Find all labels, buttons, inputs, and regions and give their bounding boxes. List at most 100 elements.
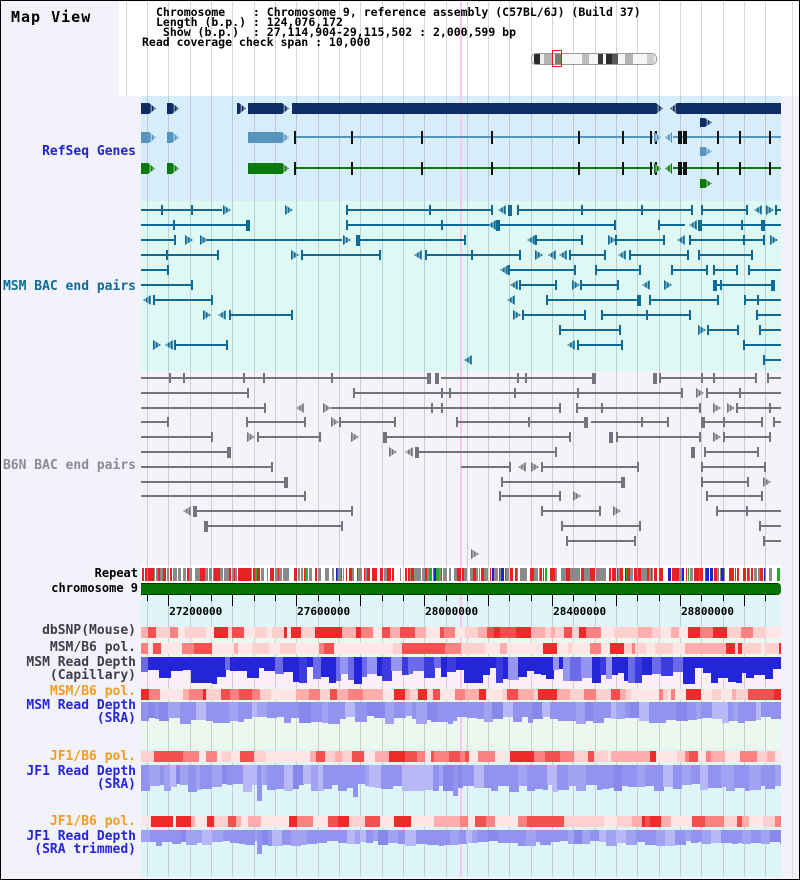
msm-bac-end-block[interactable]: [496, 220, 500, 231]
msm-bac-pair-segment[interactable]: [595, 269, 641, 271]
gene-box[interactable]: [237, 103, 239, 114]
b6n-bac-pair-segment[interactable]: [456, 421, 586, 423]
msm-bac-end-arrow-icon[interactable]: [223, 205, 231, 215]
b6n-bac-pair-segment[interactable]: [141, 436, 213, 438]
b6n-bac-pair-segment[interactable]: [736, 407, 781, 409]
msm-bac-end-arrow-icon[interactable]: [498, 205, 506, 215]
b6n-bac-pair-segment[interactable]: [461, 466, 511, 468]
b6n-bac-pair-segment[interactable]: [701, 481, 749, 483]
msm-bac-pair-segment[interactable]: [301, 254, 381, 256]
msm-bac-end-arrow-icon[interactable]: [143, 295, 151, 305]
msm-bac-pair-segment[interactable]: [649, 299, 719, 301]
msm-bac-end-arrow-icon[interactable]: [285, 205, 293, 215]
msm-bac-end-arrow-icon[interactable]: [343, 235, 351, 245]
b6n-bac-end-arrow-icon[interactable]: [323, 403, 331, 413]
gene-intron-line[interactable]: [294, 136, 653, 138]
msm-bac-pair-segment[interactable]: [763, 359, 781, 361]
b6n-bac-pair-segment[interactable]: [141, 466, 273, 468]
msm-bac-end-arrow-icon[interactable]: [500, 265, 508, 275]
b6n-bac-pair-segment[interactable]: [257, 436, 321, 438]
chromosome-ideogram[interactable]: [531, 53, 657, 65]
msm-bac-end-arrow-icon[interactable]: [488, 220, 496, 230]
b6n-bac-pair-segment[interactable]: [499, 495, 561, 497]
msm-bac-end-arrow-icon[interactable]: [567, 340, 575, 350]
b6n-bac-end-block[interactable]: [691, 447, 695, 458]
msm-bac-end-arrow-icon[interactable]: [664, 280, 672, 290]
b6n-bac-pair-segment[interactable]: [659, 377, 757, 379]
msm-bac-end-arrow-icon[interactable]: [200, 235, 208, 245]
b6n-bac-pair-segment[interactable]: [701, 421, 763, 423]
msm-bac-pair-segment[interactable]: [346, 224, 616, 226]
msm-bac-pair-segment[interactable]: [698, 254, 753, 256]
gene-box[interactable]: [700, 118, 705, 127]
b6n-bac-end-block[interactable]: [653, 373, 657, 384]
msm-bac-pair-segment[interactable]: [141, 269, 169, 271]
msm-bac-pair-segment[interactable]: [141, 209, 222, 211]
b6n-bac-pair-segment[interactable]: [704, 451, 759, 453]
msm-bac-pair-segment[interactable]: [141, 254, 219, 256]
b6n-bac-pair-segment[interactable]: [706, 392, 781, 394]
b6n-bac-pair-segment[interactable]: [501, 481, 623, 483]
b6n-bac-end-arrow-icon[interactable]: [727, 403, 735, 413]
msm-bac-end-arrow-icon[interactable]: [677, 235, 685, 245]
msm-bac-pair-segment[interactable]: [207, 239, 342, 241]
gene-arrow-icon[interactable]: [654, 163, 661, 174]
msm-bac-end-arrow-icon[interactable]: [754, 205, 762, 215]
gene-arrow-icon[interactable]: [239, 103, 246, 114]
msm-bac-pair-segment[interactable]: [569, 254, 606, 256]
msm-bac-pair-segment[interactable]: [713, 269, 738, 271]
b6n-bac-pair-segment[interactable]: [383, 436, 571, 438]
b6n-bac-end-arrow-icon[interactable]: [183, 506, 191, 516]
gene-box[interactable]: [700, 147, 705, 156]
msm-bac-end-arrow-icon[interactable]: [513, 310, 521, 320]
b6n-bac-pair-segment[interactable]: [141, 407, 266, 409]
b6n-bac-pair-segment[interactable]: [616, 436, 701, 438]
gene-box[interactable]: [141, 103, 149, 114]
b6n-bac-pair-segment[interactable]: [141, 421, 169, 423]
b6n-bac-pair-segment[interactable]: [141, 377, 429, 379]
gene-arrow-icon[interactable]: [670, 103, 677, 114]
gene-box[interactable]: [248, 103, 282, 114]
msm-bac-pair-segment[interactable]: [701, 209, 748, 211]
msm-bac-pair-segment[interactable]: [577, 344, 623, 346]
b6n-bac-pair-segment[interactable]: [141, 392, 249, 394]
b6n-bac-pair-segment[interactable]: [767, 377, 781, 379]
chromosome-9-bar[interactable]: [141, 583, 781, 595]
msm-bac-pair-segment[interactable]: [580, 284, 619, 286]
msm-bac-end-arrow-icon[interactable]: [291, 250, 299, 260]
b6n-bac-end-arrow-icon[interactable]: [389, 447, 397, 457]
b6n-bac-pair-segment[interactable]: [706, 495, 763, 497]
b6n-bac-pair-segment[interactable]: [204, 525, 343, 527]
msm-bac-end-arrow-icon[interactable]: [689, 220, 697, 230]
b6n-bac-end-block[interactable]: [609, 432, 613, 443]
msm-bac-end-arrow-icon[interactable]: [642, 280, 650, 290]
b6n-bac-pair-segment[interactable]: [576, 407, 701, 409]
msm-bac-pair-segment[interactable]: [508, 269, 576, 271]
msm-bac-end-arrow-icon[interactable]: [698, 325, 706, 335]
msm-bac-end-arrow-icon[interactable]: [527, 235, 535, 245]
msm-bac-end-arrow-icon[interactable]: [464, 355, 472, 365]
msm-bac-pair-segment[interactable]: [713, 284, 773, 286]
msm-bac-end-arrow-icon[interactable]: [218, 310, 226, 320]
gene-arrow-icon[interactable]: [665, 132, 672, 143]
msm-bac-end-arrow-icon[interactable]: [414, 250, 422, 260]
gene-arrow-icon[interactable]: [282, 103, 289, 114]
b6n-bac-pair-segment[interactable]: [591, 421, 669, 423]
msm-bac-pair-segment[interactable]: [174, 344, 228, 346]
gene-box[interactable]: [141, 132, 149, 143]
b6n-bac-end-arrow-icon[interactable]: [613, 506, 621, 516]
msm-bac-pair-segment[interactable]: [559, 329, 621, 331]
msm-bac-pair-segment[interactable]: [522, 314, 586, 316]
b6n-bac-pair-segment[interactable]: [141, 481, 286, 483]
msm-bac-pair-segment[interactable]: [689, 239, 765, 241]
gene-box[interactable]: [248, 132, 282, 143]
gene-arrow-icon[interactable]: [282, 132, 289, 143]
b6n-bac-end-arrow-icon[interactable]: [531, 462, 539, 472]
b6n-bac-pair-segment[interactable]: [723, 436, 771, 438]
b6n-bac-pair-segment[interactable]: [141, 451, 229, 453]
msm-bac-pair-segment[interactable]: [744, 299, 781, 301]
b6n-bac-pair-segment[interactable]: [246, 421, 306, 423]
b6n-bac-end-arrow-icon[interactable]: [713, 432, 721, 442]
msm-bac-end-arrow-icon[interactable]: [507, 295, 515, 305]
gene-arrow-icon[interactable]: [172, 163, 179, 174]
